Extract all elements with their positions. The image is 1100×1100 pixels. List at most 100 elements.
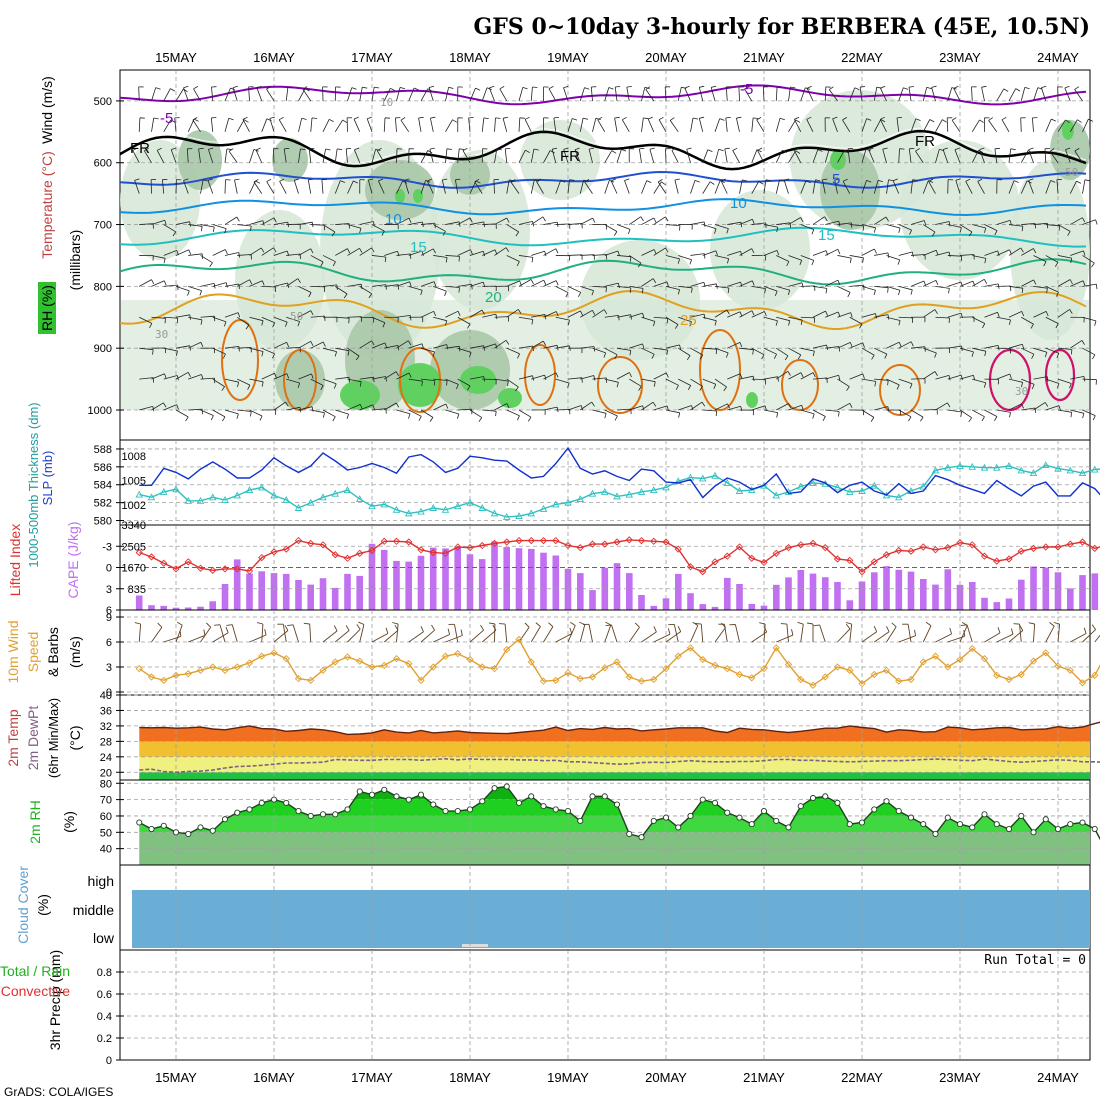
wind-barb: [408, 87, 415, 102]
thickness-line-point: [306, 498, 315, 506]
wind-barb: [928, 181, 936, 194]
thickness-line-point: [809, 479, 817, 486]
wind-barb-flag: [948, 375, 951, 381]
lifted-index-line-point: [184, 558, 192, 566]
temp2m-series: [139, 721, 1100, 774]
wind-barb-flag: [765, 179, 771, 181]
wind-barb-flag: [641, 288, 644, 294]
wind-barb: [420, 409, 434, 418]
wind-barb: [690, 253, 705, 256]
wind-barb: [567, 118, 573, 132]
wind-barb-flag: [1021, 311, 1025, 317]
lifted-index-line-point: [503, 538, 511, 546]
wind-barb: [923, 279, 937, 287]
wind-barb: [396, 409, 411, 415]
wind-barb: [861, 224, 876, 229]
wind-barb-flag: [552, 147, 558, 150]
y-tick-label-80: 80: [100, 778, 112, 790]
wind-barb-flag: [959, 227, 962, 233]
wind-barb: [984, 345, 999, 349]
wind-barb-flag: [527, 416, 532, 422]
wind-barb-flag: [752, 349, 754, 355]
wind-barb: [433, 285, 447, 292]
rh-shade-area: [395, 189, 405, 203]
wind10m-speed-line-point: [613, 658, 621, 666]
precip-frame: [119, 949, 1091, 1061]
contour-25: [119, 289, 1087, 331]
wind-barb-flag: [456, 413, 460, 419]
wind-barb-flag: [653, 381, 656, 387]
wind-barb: [621, 119, 630, 133]
wind-barb: [604, 378, 619, 383]
wind-barb: [359, 87, 363, 101]
wind-barb: [536, 181, 544, 194]
wind-barb-flag: [368, 293, 373, 299]
wind-barb: [727, 342, 741, 349]
lifted-index-line-point: [270, 548, 278, 556]
wind10m-speed-line-point: [172, 671, 180, 679]
cape-tick-label-3340: 3340: [122, 520, 146, 532]
wind-barb: [1033, 255, 1047, 262]
wind-barb: [849, 87, 856, 102]
wind-barb: [175, 314, 190, 318]
wind10m-barb-flag: [570, 621, 576, 626]
wind-barb-flag: [1091, 262, 1095, 268]
wind-barb-flag: [616, 382, 619, 388]
wind-barb: [420, 310, 434, 318]
wind-barb-flag: [868, 147, 874, 151]
thickness-line-point: [588, 489, 597, 497]
wind-barb: [1020, 117, 1022, 132]
wind-barb: [702, 409, 717, 412]
wind-barb-flag: [960, 411, 962, 417]
lifted-index-line-point: [245, 567, 254, 575]
wind10m-barb-flag: [203, 629, 206, 636]
wind-barb: [641, 278, 654, 287]
wind-barb-flag: [377, 147, 382, 151]
wind-barb-flag: [483, 117, 489, 119]
wind10m-speed-line-point: [466, 655, 474, 664]
wind-barb-flag: [238, 346, 240, 352]
wind-barb-flag: [354, 147, 360, 151]
wind-barb-flag: [1009, 319, 1011, 325]
wind-barb: [665, 255, 680, 260]
wind-barb-flag: [666, 405, 669, 411]
wind-barb-flag: [225, 282, 228, 288]
lifted-index-line-point: [711, 558, 719, 566]
wind-barb-flag: [942, 119, 947, 123]
wind-barb: [825, 220, 839, 225]
thickness-line-point: [870, 481, 879, 489]
thickness-line-point: [343, 486, 352, 494]
wind-barb-flag: [898, 342, 902, 347]
wind-barb: [457, 316, 471, 325]
wind-barb-flag: [595, 117, 601, 120]
wind10m-barb-flag: [925, 621, 932, 627]
wind-barb: [236, 119, 245, 133]
wind-barb-flag: [368, 178, 374, 181]
wind-barb: [551, 149, 557, 163]
wind-barb-flag: [877, 179, 883, 183]
wind-barb-flag: [382, 322, 386, 328]
wind-barb: [800, 87, 806, 102]
wind-barb-flag: [629, 350, 632, 356]
wind-barb: [163, 347, 178, 352]
wind-barb-flag: [648, 116, 653, 120]
wind-barb: [543, 344, 558, 349]
wind-barb: [175, 88, 184, 102]
wind-barb: [1045, 180, 1051, 194]
wind-barb: [256, 87, 263, 102]
wind-barb-flag: [882, 147, 888, 150]
wind-barb-flag: [1001, 116, 1007, 121]
wind-barb-flag: [200, 342, 204, 347]
wind-barb: [237, 224, 252, 227]
rh2m-line-point: [846, 821, 853, 828]
wind-barb: [959, 224, 973, 233]
slp-tick-label-1005: 1005: [122, 475, 146, 487]
wind-barb: [188, 374, 202, 380]
wind-barb: [531, 250, 545, 256]
wind-barb-flag: [408, 413, 411, 419]
cape-bar: [393, 560, 400, 610]
cloud-grid: [175, 865, 1059, 950]
wind-barb: [506, 378, 519, 388]
wind-barb: [1070, 409, 1084, 414]
wind-barb: [232, 87, 238, 102]
